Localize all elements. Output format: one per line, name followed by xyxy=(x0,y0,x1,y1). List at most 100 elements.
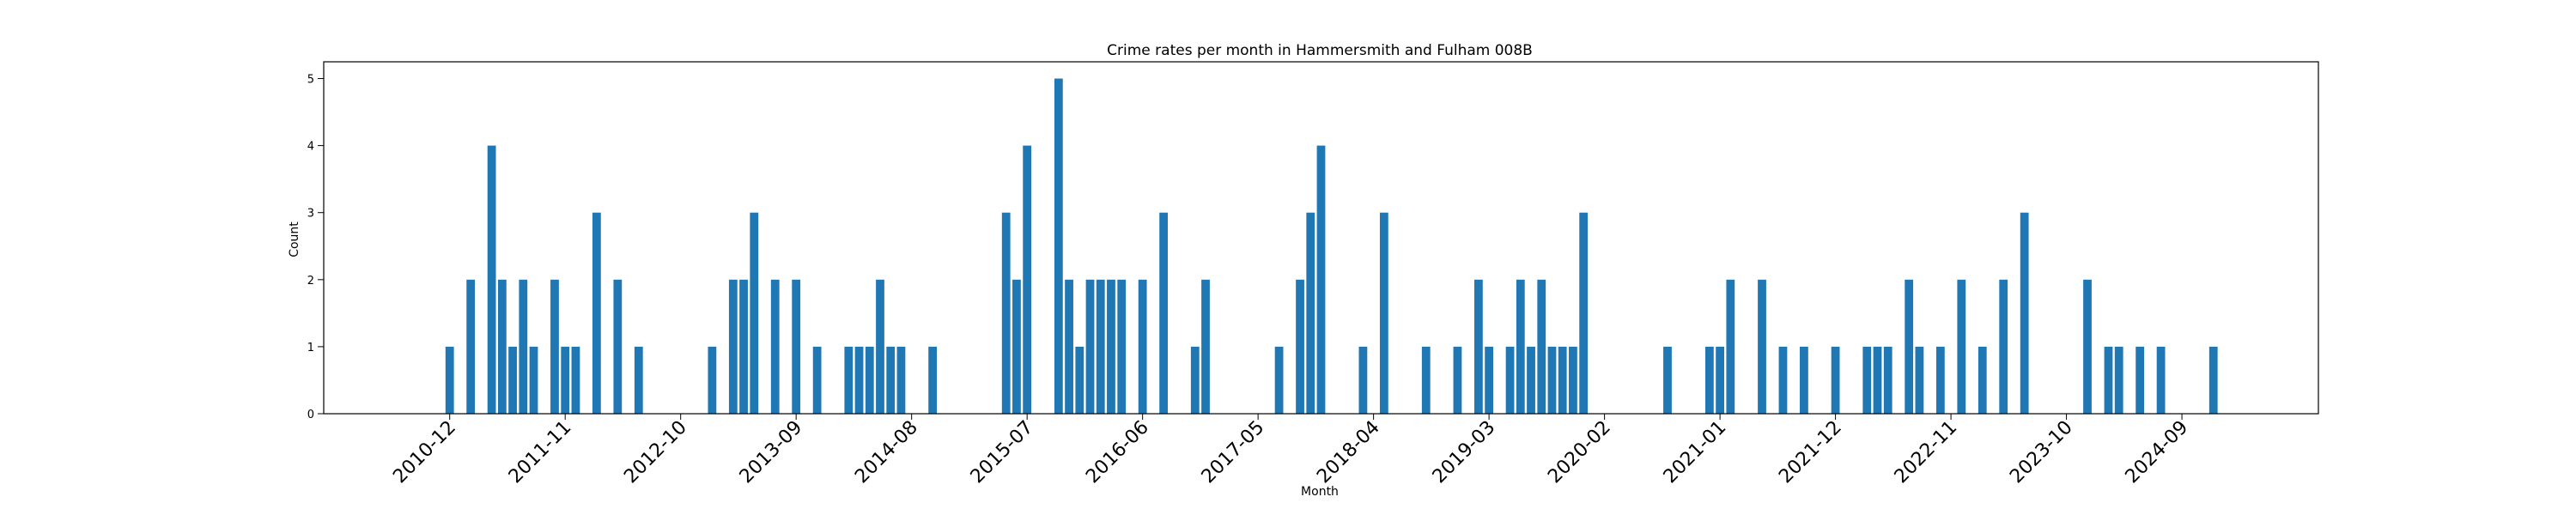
bar-2011-05 xyxy=(497,279,507,414)
y-tick-label: 3 xyxy=(307,208,314,221)
x-tick-label: 2022-11 xyxy=(1891,417,1962,488)
bar-2013-05 xyxy=(750,212,759,414)
bar-2017-11 xyxy=(1316,145,1326,414)
x-tick-label: 2021-01 xyxy=(1660,417,1731,488)
bar-2019-03 xyxy=(1485,346,1494,414)
bar-2022-12 xyxy=(1957,279,1966,414)
bar-2015-06 xyxy=(1012,279,1021,414)
bar-2019-11 xyxy=(1569,346,1577,414)
y-tick-label: 2 xyxy=(307,275,314,288)
bar-2017-07 xyxy=(1274,346,1284,414)
bar-2016-03 xyxy=(1107,279,1115,414)
bar-2013-01 xyxy=(708,346,717,414)
bar-2022-04 xyxy=(1873,346,1882,414)
bar-2011-02 xyxy=(466,279,476,414)
bar-2022-08 xyxy=(1915,346,1924,414)
bar-2016-12 xyxy=(1201,279,1210,414)
x-tick-label: 2013-09 xyxy=(736,417,807,488)
bar-2016-01 xyxy=(1085,279,1095,414)
bar-2021-02 xyxy=(1726,279,1735,414)
y-tick-label: 5 xyxy=(307,74,314,87)
bar-2016-06 xyxy=(1138,279,1147,414)
bar-2010-12 xyxy=(445,346,454,414)
bar-2019-05 xyxy=(1505,346,1515,414)
bar-2024-02 xyxy=(2104,346,2113,414)
bar-2013-03 xyxy=(728,279,738,414)
bar-2023-06 xyxy=(2020,212,2029,414)
x-tick-label: 2011-11 xyxy=(505,417,576,488)
bar-2011-04 xyxy=(487,145,496,414)
x-tick-label: 2017-05 xyxy=(1198,417,1269,488)
bar-2023-12 xyxy=(2083,279,2092,414)
bar-2021-01 xyxy=(1716,346,1724,414)
bar-2019-08 xyxy=(1537,279,1546,414)
bar-2022-10 xyxy=(1935,346,1945,414)
bar-2013-11 xyxy=(812,346,822,414)
bar-2014-03 xyxy=(854,346,864,414)
bar-2016-11 xyxy=(1190,346,1200,414)
bar-2015-05 xyxy=(1001,212,1011,414)
bar-2019-02 xyxy=(1474,279,1483,414)
bar-2014-06 xyxy=(886,346,896,414)
bar-2013-07 xyxy=(770,279,780,414)
bar-2020-08 xyxy=(1663,346,1672,414)
bar-2016-08 xyxy=(1159,212,1168,414)
bar-2022-03 xyxy=(1862,346,1872,414)
bar-2016-04 xyxy=(1117,279,1127,414)
bar-2021-09 xyxy=(1800,346,1808,414)
bar-2021-05 xyxy=(1758,279,1766,414)
bar-2014-02 xyxy=(844,346,854,414)
bar-2013-09 xyxy=(792,279,801,414)
y-tick-label: 4 xyxy=(307,141,314,154)
bar-2017-10 xyxy=(1306,212,1315,414)
bar-2019-10 xyxy=(1558,346,1567,414)
x-axis: 2010-12 2011-11 2012-10 2013-09 2014-08 2015-… xyxy=(389,414,2192,488)
bar-2019-06 xyxy=(1516,279,1525,414)
bar-2014-10 xyxy=(928,346,938,414)
bar-2011-12 xyxy=(571,346,580,414)
bar-2024-07 xyxy=(2156,346,2166,414)
y-axis: 0 1 2 3 4 5 xyxy=(307,74,324,421)
bar-2015-10 xyxy=(1054,78,1063,415)
bar-2018-12 xyxy=(1453,346,1462,414)
bar-2020-12 xyxy=(1704,346,1714,414)
bar-2024-12 xyxy=(2208,346,2218,414)
bar-2014-04 xyxy=(865,346,874,414)
bar-2018-03 xyxy=(1358,346,1368,414)
chart-title: Crime rates per month in Hammersmith and… xyxy=(1107,42,1533,59)
bar-2021-07 xyxy=(1778,346,1788,414)
bar-2019-07 xyxy=(1527,346,1535,414)
bar-2018-09 xyxy=(1421,346,1431,414)
bar-2015-12 xyxy=(1075,346,1084,414)
bar-2015-07 xyxy=(1023,145,1032,414)
bar-2014-07 xyxy=(896,346,906,414)
y-tick-label: 0 xyxy=(307,409,314,421)
x-tick-label: 2020-02 xyxy=(1544,417,1615,488)
x-tick-label: 2024-09 xyxy=(2122,417,2193,488)
bar-2011-06 xyxy=(508,346,517,414)
bar-2014-05 xyxy=(876,279,884,414)
x-tick-label: 2018-04 xyxy=(1313,417,1384,488)
x-tick-label: 2023-10 xyxy=(2006,417,2077,488)
x-tick-label: 2019-03 xyxy=(1429,417,1500,488)
bar-2023-02 xyxy=(1978,346,1987,414)
bar-2024-03 xyxy=(2114,346,2123,414)
bar-2023-04 xyxy=(1999,279,2008,414)
plot-frame xyxy=(323,61,2319,415)
bar-2017-09 xyxy=(1296,279,1304,414)
bar-2022-07 xyxy=(1905,279,1914,414)
x-tick-label: 2016-06 xyxy=(1082,417,1153,488)
x-tick-label: 2010-12 xyxy=(389,417,460,488)
bar-2015-11 xyxy=(1065,279,1073,414)
bar-2019-09 xyxy=(1547,346,1557,414)
y-axis-label: Count xyxy=(288,221,301,258)
bar-2022-05 xyxy=(1883,346,1893,414)
bar-2011-08 xyxy=(529,346,538,414)
bar-2012-06 xyxy=(634,346,643,414)
bar-2016-02 xyxy=(1096,279,1105,414)
x-tick-label: 2012-10 xyxy=(620,417,691,488)
bar-2013-04 xyxy=(739,279,748,414)
bar-2024-05 xyxy=(2136,346,2145,414)
bar-2011-07 xyxy=(519,279,528,414)
